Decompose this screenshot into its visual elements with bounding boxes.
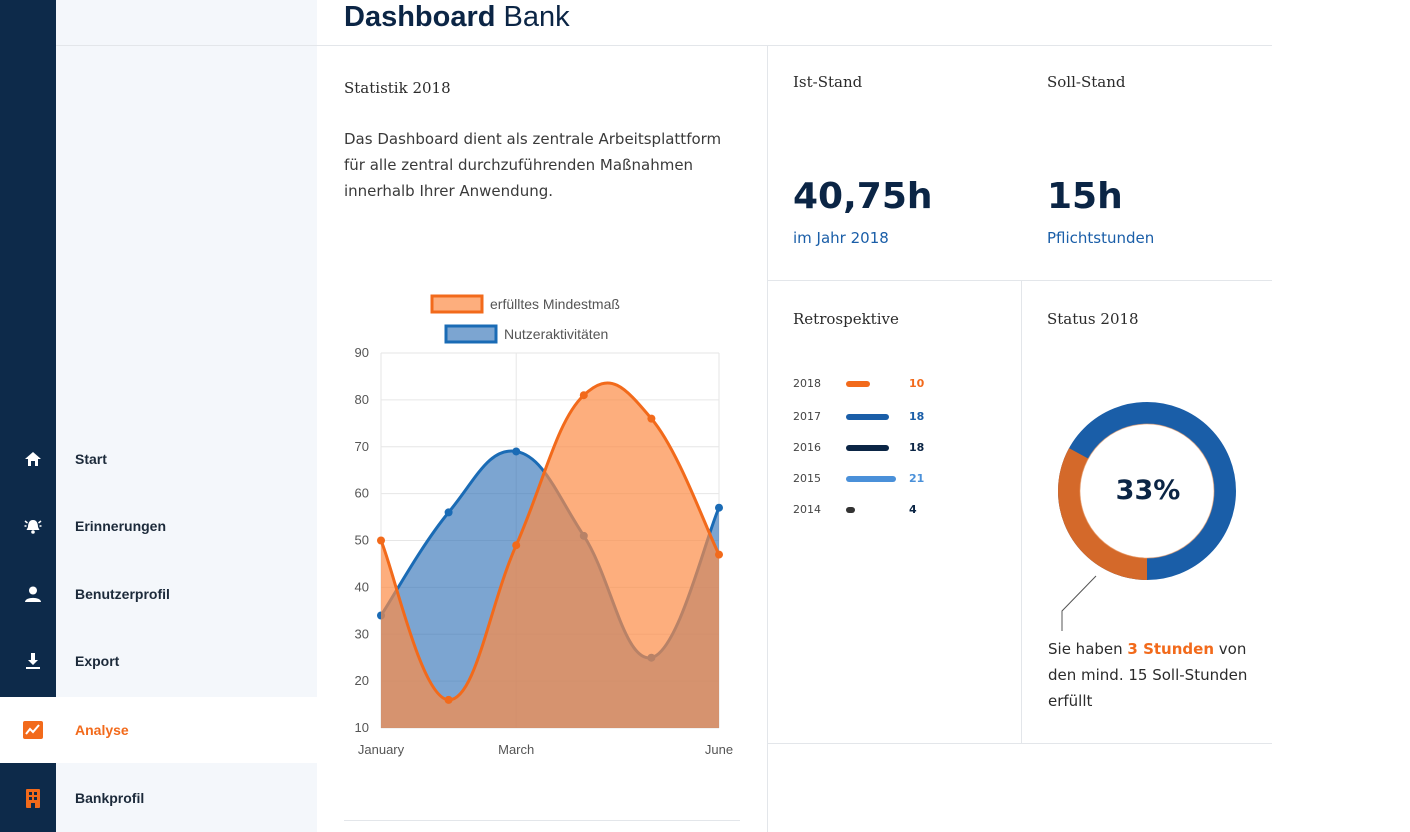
retro-title: Retrospektive [793, 310, 899, 328]
nav-item-export[interactable]: Export [0, 628, 317, 694]
data-point [444, 508, 453, 517]
retro-year: 2018 [793, 377, 821, 390]
ist-subtitle: im Jahr 2018 [793, 229, 889, 247]
statistik-title: Statistik 2018 [344, 79, 451, 97]
statistik-footer-divider [344, 820, 740, 821]
status-percent: 33% [1115, 475, 1181, 506]
ist-title: Ist-Stand [793, 73, 863, 91]
data-point [512, 447, 521, 456]
retro-value: 18 [909, 410, 925, 423]
nav-panel [56, 0, 317, 832]
y-tick-label: 30 [355, 626, 369, 641]
user-icon [25, 586, 41, 602]
y-tick-label: 50 [355, 533, 369, 548]
page-title-rest: Bank [503, 1, 570, 33]
nav-item-bankprofil[interactable]: Bankprofil [0, 765, 317, 831]
retro-value: 10 [909, 377, 925, 390]
download-icon [26, 653, 40, 669]
y-tick-label: 80 [355, 392, 369, 407]
page-title: Dashboard Bank [344, 0, 570, 34]
retro-bar [846, 445, 889, 451]
nav-label-start: Start [75, 451, 107, 467]
building-icon [26, 789, 40, 808]
nav-label-bankprofil: Bankprofil [75, 790, 145, 806]
status-text: Sie haben 3 Stunden von den mind. 15 Sol… [1048, 636, 1258, 714]
retro-year: 2015 [793, 472, 821, 485]
nav-label-erinnerungen: Erinnerungen [75, 518, 167, 534]
data-point [647, 414, 656, 423]
retro-status-divider [1021, 281, 1022, 743]
x-tick-label: June [705, 742, 733, 757]
series-area [381, 382, 719, 728]
retro-year: 2016 [793, 441, 821, 454]
nav-label-benutzerprofil: Benutzerprofil [75, 586, 170, 602]
soll-title: Soll-Stand [1047, 73, 1126, 91]
status-text-before: Sie haben [1048, 640, 1128, 658]
retro-row-2014: 2014 4 [793, 500, 993, 520]
page-title-bold: Dashboard [344, 1, 496, 33]
retro-row-2017: 2017 18 [793, 407, 993, 427]
legend-label: Nutzeraktivitäten [504, 326, 608, 342]
retro-row-2015: 2015 21 [793, 469, 993, 489]
soll-value: 15h [1047, 176, 1123, 217]
retro-value: 4 [909, 503, 917, 516]
y-tick-label: 90 [355, 345, 369, 360]
statistik-chart: 10 20 30 40 50 60 70 80 90 January March June erfüll… [355, 294, 733, 757]
data-point [512, 541, 521, 550]
retro-year: 2017 [793, 410, 821, 423]
retro-year: 2014 [793, 503, 821, 516]
legend-label: erfülltes Mindestmaß [490, 296, 620, 312]
y-tick-label: 40 [355, 579, 369, 594]
x-tick-label: January [358, 742, 405, 757]
retro-value: 18 [909, 441, 925, 454]
legend-swatch [444, 324, 498, 344]
donut-inner-ring [1079, 423, 1215, 559]
nav-item-start[interactable]: Start [0, 426, 317, 492]
header-divider [56, 45, 1272, 46]
data-point [715, 503, 723, 512]
retro-value: 21 [909, 472, 925, 485]
retro-row-2016: 2016 18 [793, 438, 993, 458]
data-point [377, 536, 385, 545]
series-line [379, 381, 721, 702]
status-text-highlight: 3 Stunden [1127, 640, 1215, 658]
nav-item-benutzerprofil[interactable]: Benutzerprofil [0, 561, 317, 627]
chart-icon [21, 719, 45, 741]
home-icon [25, 452, 41, 466]
nav-label-export: Export [75, 653, 120, 669]
y-tick-label: 60 [355, 486, 369, 501]
retro-bar [846, 381, 870, 387]
row-divider-bottom [768, 743, 1272, 744]
y-tick-label: 20 [355, 673, 369, 688]
data-point [579, 391, 588, 400]
nav-label-analyse: Analyse [75, 722, 129, 738]
statistik-description: Das Dashboard dient als zentrale Arbeits… [344, 130, 722, 200]
nav-item-erinnerungen[interactable]: Erinnerungen [0, 493, 317, 559]
soll-subtitle: Pflichtstunden [1047, 229, 1155, 247]
retro-bar [846, 414, 889, 420]
donut-callout-line [1061, 575, 1097, 631]
x-tick-label: March [498, 742, 534, 757]
retro-bar [846, 476, 896, 482]
data-point [715, 550, 723, 559]
alarm-icon [24, 520, 42, 534]
y-tick-label: 70 [355, 439, 369, 454]
status-donut [1058, 402, 1236, 631]
data-point [444, 695, 453, 704]
retro-bar [846, 507, 855, 513]
row-divider-top [768, 280, 1272, 281]
icon-rail [0, 0, 56, 832]
column-divider [767, 46, 768, 832]
nav-item-analyse[interactable]: Analyse [0, 697, 317, 763]
retro-row-2018: 2018 10 [793, 374, 993, 394]
status-text-after: von den mind. 15 Soll-Stunden erfüllt [1048, 640, 1248, 710]
donut-done [1058, 402, 1236, 580]
status-title: Status 2018 [1047, 310, 1139, 328]
legend-swatch [430, 294, 484, 314]
y-tick-label: 10 [355, 720, 369, 735]
ist-value: 40,75h [793, 176, 933, 217]
